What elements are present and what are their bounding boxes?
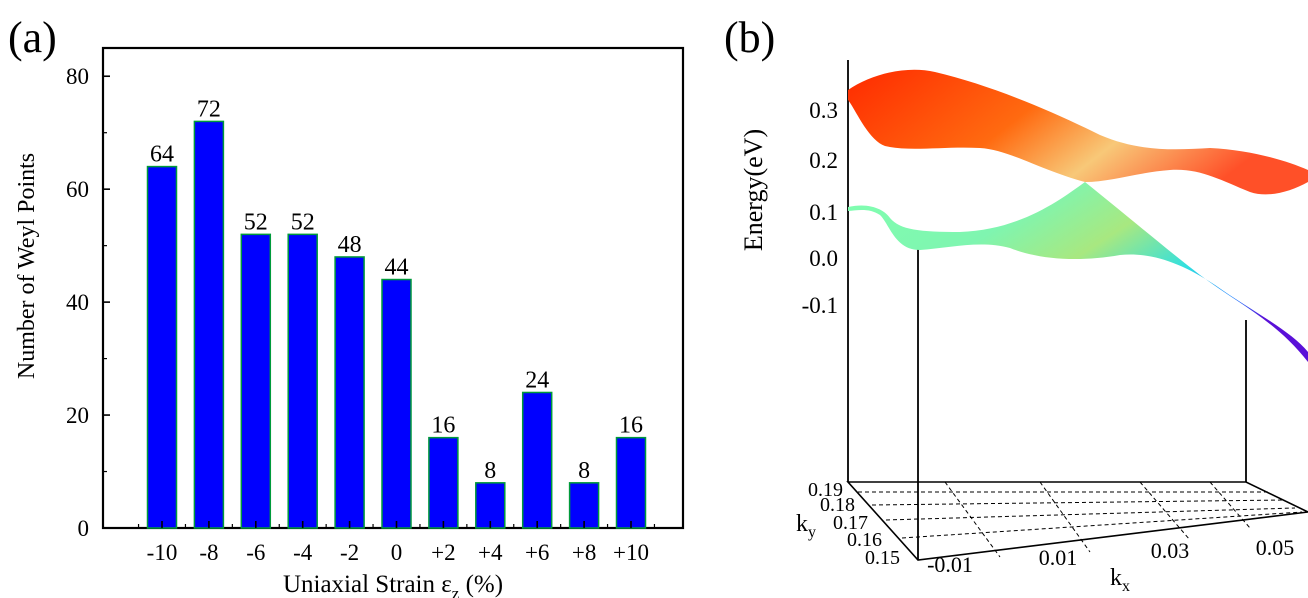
kx-tick-label: -0.01 xyxy=(927,552,973,577)
bar-+10 xyxy=(615,436,647,529)
bar-value-label: 64 xyxy=(150,142,174,168)
bar-+6 xyxy=(521,391,553,529)
lower-band-surface xyxy=(848,182,1308,362)
x-tick-label: +6 xyxy=(525,540,549,565)
bar--10 xyxy=(146,165,178,529)
x-tick-label: -4 xyxy=(293,540,313,565)
x-tick-label: +10 xyxy=(613,540,649,565)
y-tick-label: 80 xyxy=(66,64,89,89)
energy-tick-label: 0.2 xyxy=(809,148,838,173)
ky-tick-label: 0.17 xyxy=(833,512,868,534)
energy-tick-label: 0.0 xyxy=(809,246,838,271)
panel-label-a: (a) xyxy=(8,13,57,62)
bar-+2 xyxy=(428,436,459,529)
ky-tick-label: 0.16 xyxy=(847,529,882,551)
y-tick-label: 20 xyxy=(66,403,89,428)
axis-ticks-b: 0.30.20.10.0-0.1-0.01 0.01 0.03 0.050.190.1… xyxy=(802,98,1295,577)
x-tick-label: -6 xyxy=(246,540,265,565)
energy-tick-label: 0.3 xyxy=(809,98,838,123)
y-tick-label: 60 xyxy=(66,177,89,202)
bar--2 xyxy=(334,256,365,529)
base-plane xyxy=(846,481,1308,561)
bar-value-label: 8 xyxy=(578,458,590,484)
y-tick-label: 40 xyxy=(66,290,89,315)
energy-axis-label: Energy(eV) xyxy=(739,129,768,251)
ky-tick-label: 0.15 xyxy=(865,547,900,569)
x-tick-label: 0 xyxy=(391,540,403,565)
bar--8 xyxy=(193,120,225,529)
upper-band-surface xyxy=(848,69,1308,195)
bar-group: 64 72 52 52 48 44 16 8 24 8 16 xyxy=(146,96,647,529)
bar--6 xyxy=(240,233,272,529)
bar--4 xyxy=(287,233,318,529)
axis-ticks-a: -10 -8 -6 -4 -2 0 +2 +4 +6 +8 +10 0 20 40 60 80 xyxy=(66,64,656,565)
bar-value-label: 48 xyxy=(338,232,362,258)
x-tick-label: +2 xyxy=(431,540,455,565)
ky-axis-label: ky xyxy=(796,511,816,541)
x-tick-label: -8 xyxy=(199,540,218,565)
ky-tick-label: 0.19 xyxy=(808,479,843,501)
bar-value-label: 72 xyxy=(197,96,221,122)
panel-a: (a) 64 72 52 52 48 44 16 8 24 8 16 -10 -8 -6 -4 -2 0 +2 +… xyxy=(8,13,685,598)
panel-label-b: (b) xyxy=(724,13,775,62)
energy-tick-label: -0.1 xyxy=(802,293,838,318)
bar-value-label: 16 xyxy=(431,413,455,439)
y-tick-label: 0 xyxy=(78,516,90,541)
panel-b: (b) 0.3 0.2 0.1 0.0 -0.1 -0.01 0.01 0.03 0.05 0.1… xyxy=(724,13,1308,595)
kx-tick-label: 0.01 xyxy=(1039,545,1078,570)
x-tick-label: -10 xyxy=(147,540,178,565)
bar-value-label: 52 xyxy=(244,209,268,235)
bar-value-label: 16 xyxy=(619,413,643,439)
bar-value-label: 24 xyxy=(525,367,549,393)
kx-tick-label: 0.05 xyxy=(1256,535,1295,560)
kx-axis-label: kx xyxy=(1110,565,1130,595)
x-tick-label: +4 xyxy=(478,540,503,565)
bar-value-label: 8 xyxy=(484,458,496,484)
bar-value-label: 44 xyxy=(385,255,409,281)
y-axis-label: Number of Weyl Points xyxy=(14,153,40,379)
x-axis-label: Uniaxial Strain εz (%) xyxy=(283,571,503,598)
x-tick-label: +8 xyxy=(572,540,596,565)
bar-0 xyxy=(381,278,412,529)
ky-tick-label: 0.18 xyxy=(820,494,855,516)
bar-value-label: 52 xyxy=(291,209,315,235)
energy-tick-label: 0.1 xyxy=(809,200,838,225)
x-tick-label: -2 xyxy=(340,540,359,565)
kx-tick-label: 0.03 xyxy=(1151,538,1190,563)
